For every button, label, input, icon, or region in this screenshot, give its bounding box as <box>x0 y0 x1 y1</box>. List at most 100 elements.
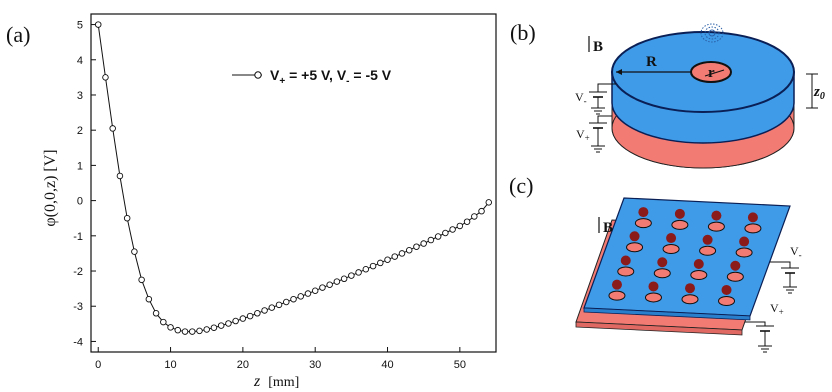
y-tick-label: -4 <box>73 336 83 348</box>
data-point <box>290 295 297 303</box>
data-point <box>123 214 131 222</box>
trap-hole <box>681 294 699 305</box>
panel-b-letter: (b) <box>510 20 536 45</box>
bottom-plate-edge <box>575 321 743 336</box>
y-tick-label: 1 <box>77 160 83 172</box>
x-axis-var: z <box>253 373 261 390</box>
legend-label: V+ = +5 V, V- = -5 V <box>270 67 392 87</box>
x-axis-label: z [mm] <box>253 373 299 390</box>
data-point <box>167 324 174 331</box>
legend-marker <box>254 71 262 79</box>
trapped-ion <box>629 231 640 242</box>
x-tick-label: 40 <box>381 359 393 371</box>
particle-cloud-icon <box>700 23 724 43</box>
trapped-ion <box>721 284 732 295</box>
data-point <box>420 240 427 247</box>
data-point <box>478 207 485 215</box>
legend-v-minus-value: = -5 V <box>350 67 392 83</box>
data-point <box>116 172 124 180</box>
legend-plus-sub: + <box>279 76 285 87</box>
data-point <box>413 243 420 250</box>
v-plus-supply-c <box>745 321 774 353</box>
legend: V+ = +5 V, V- = -5 V <box>232 67 392 87</box>
series-points <box>94 21 493 335</box>
y-tick-label: -3 <box>73 301 83 313</box>
trap-hole <box>617 266 635 277</box>
trap-hole <box>626 242 644 253</box>
trap-hole <box>608 290 626 301</box>
trapped-ion <box>638 207 649 218</box>
top-plate-edge <box>583 307 751 321</box>
y-tick-label: -1 <box>73 231 83 243</box>
ion-array <box>611 207 758 295</box>
data-point <box>449 226 456 233</box>
v-minus-label: V- <box>575 90 587 106</box>
trapped-ion <box>674 208 685 219</box>
trapped-ion <box>747 212 758 223</box>
y-tick-label: 2 <box>77 125 83 137</box>
data-point <box>348 272 355 279</box>
data-point <box>246 312 254 320</box>
x-tick-label: 50 <box>454 359 466 371</box>
trapped-ion <box>730 260 741 271</box>
trap-hole <box>707 221 725 232</box>
data-point <box>456 222 464 230</box>
y-tick-label: 5 <box>77 20 83 32</box>
trapped-ion <box>711 210 722 221</box>
hole-array <box>608 218 762 306</box>
outer-radius-label: R <box>646 54 657 70</box>
data-point <box>160 318 167 326</box>
y-tick-label: 4 <box>77 55 83 67</box>
x-axis-ticks: 0 10 20 30 40 50 <box>95 347 466 371</box>
trap-hole <box>690 270 708 280</box>
data-point <box>152 310 160 317</box>
data-point <box>471 213 478 220</box>
trapped-ion <box>693 259 704 269</box>
trapped-ion <box>739 236 750 247</box>
data-point <box>434 233 442 240</box>
x-tick-label: 0 <box>95 359 101 371</box>
inner-radius-label: r <box>708 65 715 81</box>
data-point <box>297 293 304 300</box>
trap-hole <box>634 218 652 229</box>
y-tick-label: 0 <box>77 196 83 208</box>
outer-radius-arrowhead <box>616 69 622 75</box>
trapped-ion <box>657 257 668 268</box>
inner-radius-arrow <box>704 69 725 77</box>
y-tick-label: 3 <box>77 90 83 102</box>
v-plus-label-c: V+ <box>770 301 784 317</box>
data-point <box>131 248 138 255</box>
legend-minus-sub: - <box>346 76 349 87</box>
v-plus-label: V+ <box>576 127 590 143</box>
data-point <box>304 290 312 297</box>
data-point <box>225 320 232 327</box>
data-point <box>333 278 341 285</box>
data-point <box>102 74 109 81</box>
data-point <box>217 322 225 329</box>
y-axis-label: φ(0,0,z) [V] <box>42 149 59 226</box>
data-point <box>188 328 196 335</box>
trap-hole <box>699 245 717 256</box>
data-point <box>405 246 413 254</box>
trap-hole <box>671 219 689 230</box>
v-minus-supply <box>589 83 616 115</box>
data-point <box>254 310 261 317</box>
data-point <box>268 304 276 311</box>
data-point <box>377 259 384 267</box>
panel-c-letter: (c) <box>509 173 533 198</box>
data-point <box>109 125 116 132</box>
data-point <box>283 298 290 306</box>
x-tick-label: 20 <box>237 359 249 371</box>
data-point <box>181 328 189 335</box>
data-point <box>362 266 370 273</box>
data-point <box>203 326 210 333</box>
data-point <box>94 21 102 28</box>
b-field-label: B <box>593 39 603 55</box>
data-point <box>355 269 362 276</box>
data-point <box>174 326 182 334</box>
data-point <box>232 317 239 325</box>
x-tick-label: 30 <box>309 359 321 371</box>
data-point <box>326 281 333 289</box>
data-point <box>398 250 406 257</box>
